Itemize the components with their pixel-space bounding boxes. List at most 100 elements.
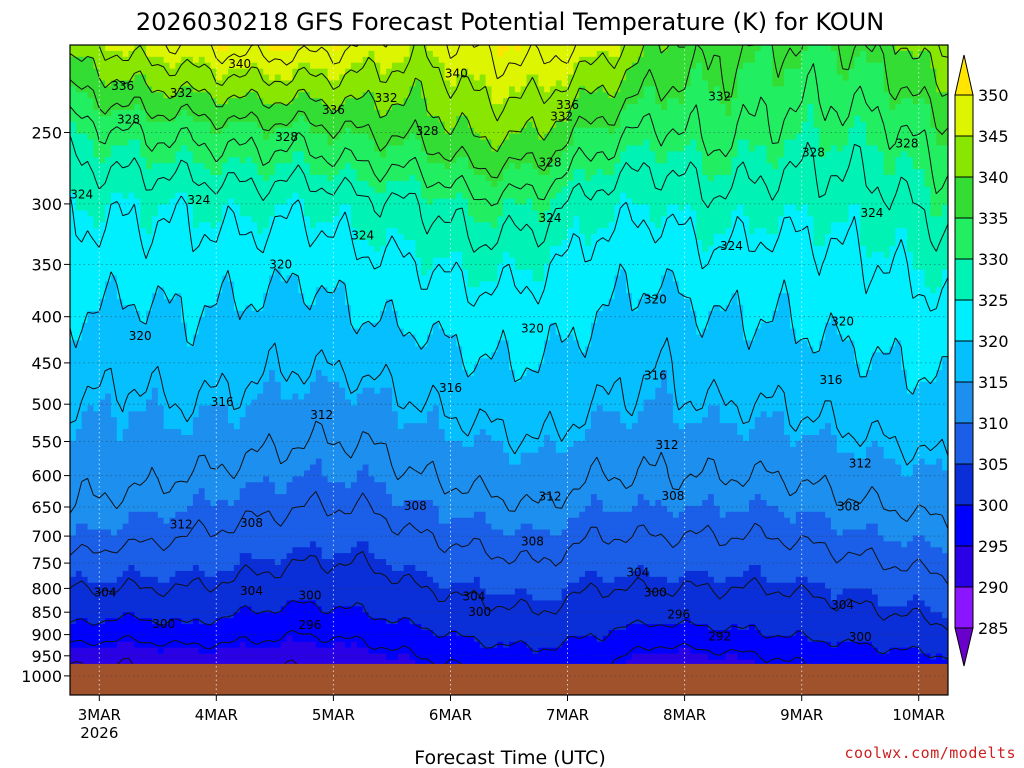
fill-cell <box>391 299 610 306</box>
fill-cell <box>315 287 329 294</box>
fill-cell <box>146 45 217 52</box>
fill-cell <box>309 62 352 70</box>
fill-cell <box>866 133 937 141</box>
fill-cell <box>187 110 381 117</box>
colorbar-bin-305 <box>955 423 973 465</box>
fill-cell <box>907 234 948 241</box>
fill-cell <box>795 328 826 336</box>
fill-cell <box>702 163 733 170</box>
fill-cell <box>70 570 77 578</box>
fill-cell <box>538 364 861 371</box>
fill-cell <box>596 405 604 412</box>
fill-cell <box>263 381 282 389</box>
fill-cell <box>87 576 118 584</box>
fill-cell <box>70 86 77 93</box>
fill-cell <box>269 74 276 82</box>
fill-cell <box>866 139 937 147</box>
fill-cell <box>637 565 645 572</box>
fill-cell <box>830 594 838 602</box>
fill-cell <box>725 305 744 312</box>
fill-cell <box>386 488 948 495</box>
fill-cell <box>579 576 604 584</box>
fill-cell <box>70 240 370 247</box>
contour-label-296: 296 <box>667 608 690 622</box>
fill-cell <box>479 576 580 584</box>
fill-cell <box>163 517 171 525</box>
fill-cell <box>620 157 656 164</box>
fill-cell <box>263 305 352 312</box>
fill-cell <box>70 659 416 667</box>
fill-cell <box>643 405 674 412</box>
fill-cell <box>70 305 100 312</box>
fill-cell <box>321 470 358 477</box>
contour-label-304: 304 <box>94 585 117 599</box>
fill-cell <box>725 576 768 584</box>
fill-cell <box>801 630 948 637</box>
fill-cell <box>333 606 364 613</box>
fill-cell <box>485 511 580 519</box>
fill-cell <box>140 570 176 578</box>
fill-cell <box>579 86 586 93</box>
fill-cell <box>198 322 352 330</box>
fill-cell <box>192 222 200 229</box>
fill-cell <box>181 86 194 93</box>
fill-cell <box>883 68 937 76</box>
fill-cell <box>672 399 948 407</box>
fill-cell <box>883 86 937 93</box>
fill-cell <box>626 659 756 667</box>
fill-cell <box>105 210 141 217</box>
fill-cell <box>427 198 434 206</box>
contour-label-320: 320 <box>269 257 292 271</box>
fill-cell <box>760 565 948 572</box>
fill-cell <box>128 565 135 572</box>
fill-cell <box>339 169 358 176</box>
fill-cell <box>409 618 686 625</box>
fill-cell <box>661 222 697 229</box>
fill-cell <box>866 121 932 129</box>
fill-cell <box>368 180 387 188</box>
fill-cell <box>696 322 709 330</box>
fill-cell <box>672 275 926 282</box>
fill-cell <box>70 275 112 282</box>
fill-cell <box>936 127 948 135</box>
fill-cell <box>907 151 948 158</box>
fill-cell <box>122 429 182 436</box>
fill-cell <box>169 198 188 206</box>
fill-cell <box>924 275 943 282</box>
fill-cell <box>263 387 282 395</box>
contour-label-300: 300 <box>299 589 322 603</box>
contour-label-328: 328 <box>275 130 298 144</box>
fill-cell <box>895 458 920 466</box>
fill-cell <box>134 565 194 572</box>
fill-cell <box>70 293 106 300</box>
fill-cell <box>421 92 493 99</box>
fill-cell <box>146 80 416 87</box>
fill-cell <box>70 269 276 277</box>
fill-cell <box>602 86 621 93</box>
fill-cell <box>415 565 639 572</box>
fill-cell <box>866 452 885 460</box>
fill-cell <box>450 127 475 135</box>
fill-cell <box>643 50 756 58</box>
fill-cell <box>140 151 176 158</box>
fill-cell <box>544 263 914 271</box>
fill-cell <box>702 500 715 507</box>
fill-cell <box>110 411 130 418</box>
fill-cell <box>643 565 750 572</box>
fill-cell <box>848 127 867 135</box>
contour-label-296: 296 <box>299 618 322 632</box>
fill-cell <box>374 553 948 560</box>
fill-cell <box>795 204 803 212</box>
fill-cell <box>70 399 100 407</box>
fill-cell <box>813 240 826 247</box>
fill-cell <box>70 458 317 466</box>
fill-cell <box>877 600 908 607</box>
fill-cell <box>549 257 914 265</box>
fill-cell <box>403 139 422 147</box>
fill-cell <box>871 440 879 448</box>
fill-cell <box>661 370 668 377</box>
fill-cell <box>122 523 493 531</box>
colorbar-bin-300 <box>955 464 973 506</box>
fill-cell <box>292 635 475 643</box>
fill-cell <box>415 245 551 253</box>
